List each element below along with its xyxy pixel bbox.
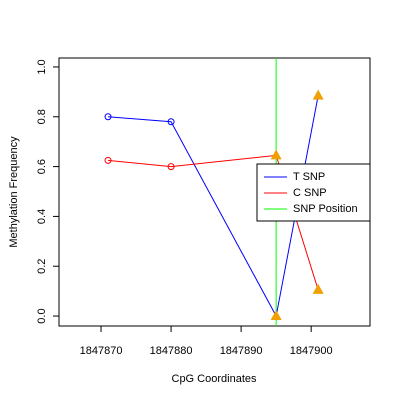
x-tick-label: 1847870 xyxy=(80,345,123,357)
y-tick-label: 0.4 xyxy=(36,209,48,224)
triangle-marker xyxy=(270,310,282,321)
y-tick-label: 0.2 xyxy=(36,259,48,274)
triangle-marker xyxy=(312,283,324,294)
x-axis-label: CpG Coordinates xyxy=(172,373,257,385)
y-tick-label: 1.0 xyxy=(36,59,48,74)
x-tick-label: 1847900 xyxy=(290,345,333,357)
circle-marker xyxy=(167,118,175,126)
circle-marker xyxy=(104,113,112,121)
x-tick-label: 1847880 xyxy=(150,345,193,357)
y-tick-label: 0.0 xyxy=(36,308,48,323)
x-tick-label: 1847890 xyxy=(220,345,263,357)
y-axis-label: Methylation Frequency xyxy=(8,136,20,248)
legend-label: C SNP xyxy=(293,187,327,199)
circle-marker xyxy=(167,163,175,171)
y-tick-label: 0.8 xyxy=(36,109,48,124)
legend-label: T SNP xyxy=(293,171,325,183)
triangle-marker xyxy=(270,149,282,160)
y-tick-label: 0.6 xyxy=(36,159,48,174)
series-line xyxy=(107,154,319,291)
legend-label: SNP Position xyxy=(293,203,358,215)
circle-marker xyxy=(104,156,112,164)
triangle-marker xyxy=(312,89,324,100)
